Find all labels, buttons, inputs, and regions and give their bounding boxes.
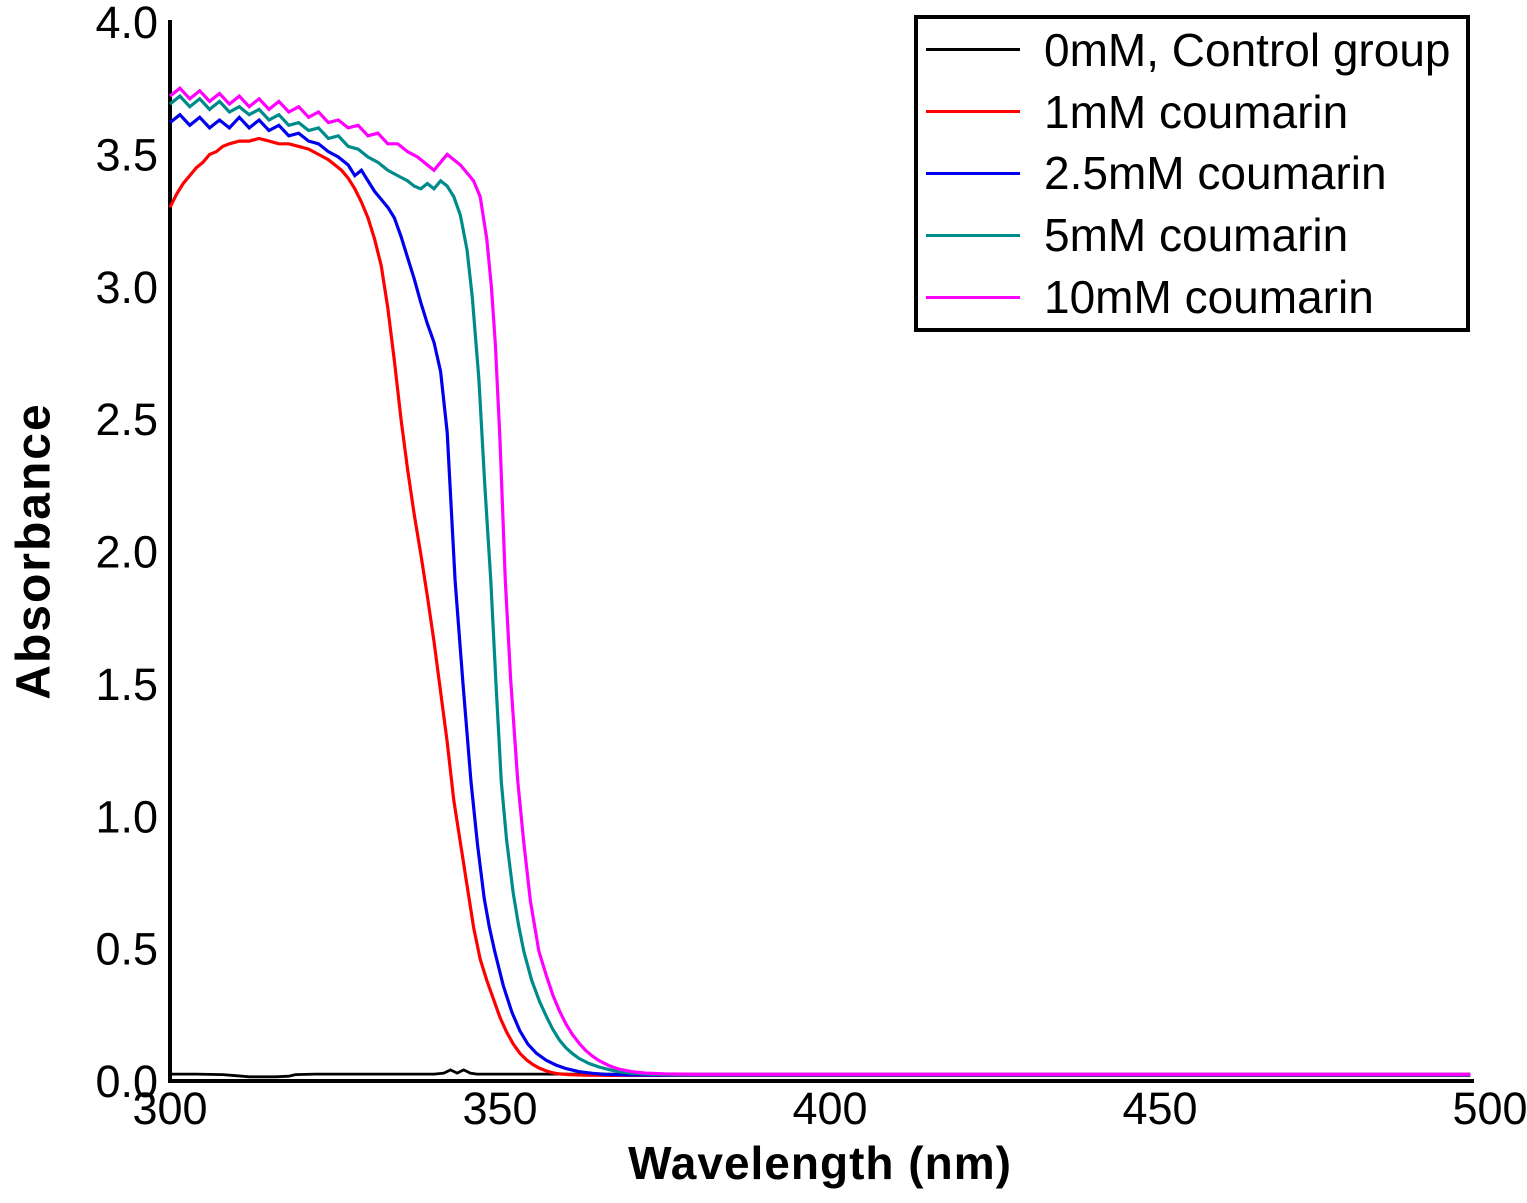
y-tick-label: 3.5	[95, 129, 158, 180]
y-tick-label: 3.0	[95, 262, 158, 313]
legend-item-c1: 1mM coumarin	[926, 88, 1466, 136]
legend-box: 0mM, Control group 1mM coumarin 2.5mM coum…	[914, 15, 1470, 332]
legend-line-swatch-c10	[926, 295, 1020, 299]
y-tick-label: 2.0	[95, 527, 158, 578]
y-tick-label: 1.0	[95, 791, 158, 842]
legend-item-c10: 10mM coumarin	[926, 273, 1466, 321]
x-tick-labels: 300 350 400 450 500	[132, 1083, 1527, 1134]
legend-line-swatch-c2_5	[926, 171, 1020, 175]
series-lines	[168, 86, 1471, 1079]
y-tick-label: 2.5	[95, 394, 158, 445]
legend-line-swatch-c5	[926, 233, 1020, 237]
legend-line-swatch-control	[926, 48, 1020, 52]
legend-item-control: 0mM, Control group	[926, 26, 1466, 74]
x-axis-title: Wavelength (nm)	[628, 1137, 1012, 1189]
axes	[168, 20, 1474, 1083]
x-tick-label: 500	[1452, 1083, 1527, 1134]
x-tick-label: 350	[462, 1083, 537, 1134]
x-tick-label: 400	[792, 1083, 867, 1134]
y-tick-label: 0.5	[95, 924, 158, 975]
y-tick-label: 4.0	[95, 0, 158, 48]
legend-label-control: 0mM, Control group	[1044, 23, 1451, 76]
y-axis-title: Absorbance	[7, 402, 61, 700]
legend-item-c5: 5mM coumarin	[926, 211, 1466, 259]
y-tick-label: 0.0	[95, 1056, 158, 1107]
legend-label-c1: 1mM coumarin	[1044, 85, 1349, 138]
series-line-c5	[168, 93, 1471, 1077]
x-tick-label: 450	[1122, 1083, 1197, 1134]
legend-line-swatch-c1	[926, 110, 1020, 114]
y-tick-labels: 0.0 0.5 1.0 1.5 2.0 2.5 3.0 3.5 4.0	[95, 0, 158, 1107]
legend-label-c5: 5mM coumarin	[1044, 209, 1349, 262]
series-line-c2_5	[169, 112, 1471, 1077]
legend-label-c10: 10mM coumarin	[1044, 271, 1374, 324]
series-line-c1	[168, 136, 1471, 1078]
legend-item-c2_5: 2.5mM coumarin	[926, 149, 1466, 197]
x-tick-label: 300	[132, 1083, 207, 1134]
legend-label-c2_5: 2.5mM coumarin	[1044, 147, 1387, 200]
series-line-c10	[169, 86, 1471, 1077]
y-tick-label: 1.5	[95, 659, 158, 710]
